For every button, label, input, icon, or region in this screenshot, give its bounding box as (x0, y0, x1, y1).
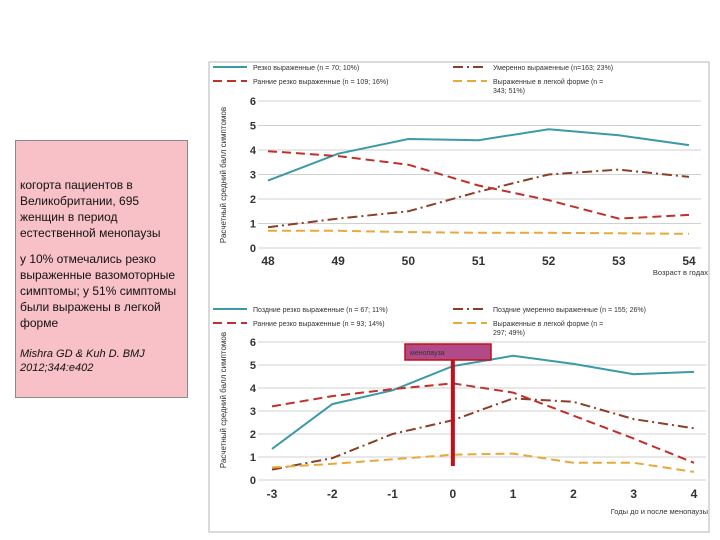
cohort-text: когорта пациентов в Великобритании, 695 … (20, 178, 161, 240)
legend-entry: Резко выраженные (n = 70; 10%) (253, 65, 359, 72)
legend-entry: Умеренно выраженные (n=163; 23%) (493, 65, 613, 72)
study-info-note: когорта пациентов в Великобритании, 695 … (15, 140, 188, 398)
x-tick-label: 52 (542, 254, 556, 268)
y-tick-label: 1 (250, 219, 256, 231)
y-axis-label: Расчетный средний балл симптомов (219, 332, 228, 468)
y-tick-label: 3 (250, 170, 256, 182)
series-line-2 (267, 168, 690, 229)
series-line-4 (271, 452, 695, 473)
menopause-label-box (404, 343, 492, 361)
x-tick-label: 3 (630, 487, 637, 501)
x-tick-label: -3 (267, 487, 278, 501)
series-line-1 (271, 354, 695, 450)
series-line-3 (271, 382, 695, 464)
x-tick-label: -2 (327, 487, 338, 501)
y-axis-label: Расчетный средний балл симптомов (219, 107, 228, 243)
y-tick-label: 6 (250, 96, 256, 108)
menopause-label: менопауза (410, 350, 445, 357)
series-line-4 (268, 229, 690, 235)
y-tick-label: 5 (250, 360, 256, 372)
y-tick-label: 4 (250, 145, 257, 157)
legend-entry: Выраженные в легкой форме (n = 343; 51%) (493, 78, 603, 95)
citation-text: Mishra GD & Kuh D. BMJ 2012;344:e402 (20, 348, 145, 374)
x-tick-label: 0 (450, 487, 457, 501)
y-tick-label: 5 (250, 121, 256, 133)
chart-2: 0 1 2 3 4 5 6 -3 -2 -1 0 1 2 3 4 Расчетный средний балл… (213, 307, 708, 516)
x-tick-label: -1 (387, 487, 398, 501)
x-tick-label: 54 (682, 254, 696, 268)
y-tick-label: 3 (250, 406, 256, 418)
x-axis-label: Годы до и после менопаузы (611, 507, 708, 516)
series-line-1 (267, 128, 690, 182)
legend-entry: Выраженные в легкой форме (n = 297; 49%) (493, 320, 603, 337)
y-tick-label: 6 (250, 337, 256, 349)
series-line-2 (271, 397, 695, 471)
x-tick-label: 53 (612, 254, 626, 268)
x-tick-label: 49 (331, 254, 345, 268)
legend-entry: Ранние резко выраженные (n = 109; 16%) (253, 79, 388, 86)
x-axis-label: Возраст в годах (653, 268, 708, 277)
x-tick-label: 4 (691, 487, 698, 501)
legend-entry: Поздние умеренно выраженные (n = 155; 26… (493, 307, 646, 314)
x-tick-label: 1 (510, 487, 517, 501)
y-tick-label: 0 (250, 475, 256, 487)
y-tick-label: 4 (250, 383, 257, 395)
legend-entry: Ранние резко выраженные (n = 93; 14%) (253, 321, 385, 328)
x-tick-label: 51 (472, 254, 486, 268)
y-tick-label: 1 (250, 452, 256, 464)
chart-1: 0 1 2 3 4 5 6 48 49 50 51 52 53 54 Расчетный средний б… (213, 65, 708, 277)
x-tick-label: 48 (261, 254, 275, 268)
y-tick-label: 2 (250, 194, 256, 206)
x-tick-label: 2 (570, 487, 577, 501)
series-line-3 (267, 150, 690, 220)
symptoms-text: у 10% отмечались резко выраженные вазомо… (20, 252, 177, 330)
charts-frame (208, 61, 710, 533)
y-tick-label: 2 (250, 429, 256, 441)
y-tick-label: 0 (250, 243, 256, 255)
x-tick-label: 50 (402, 254, 416, 268)
legend-entry: Поздние резко выраженные (n = 67; 11%) (253, 307, 388, 314)
